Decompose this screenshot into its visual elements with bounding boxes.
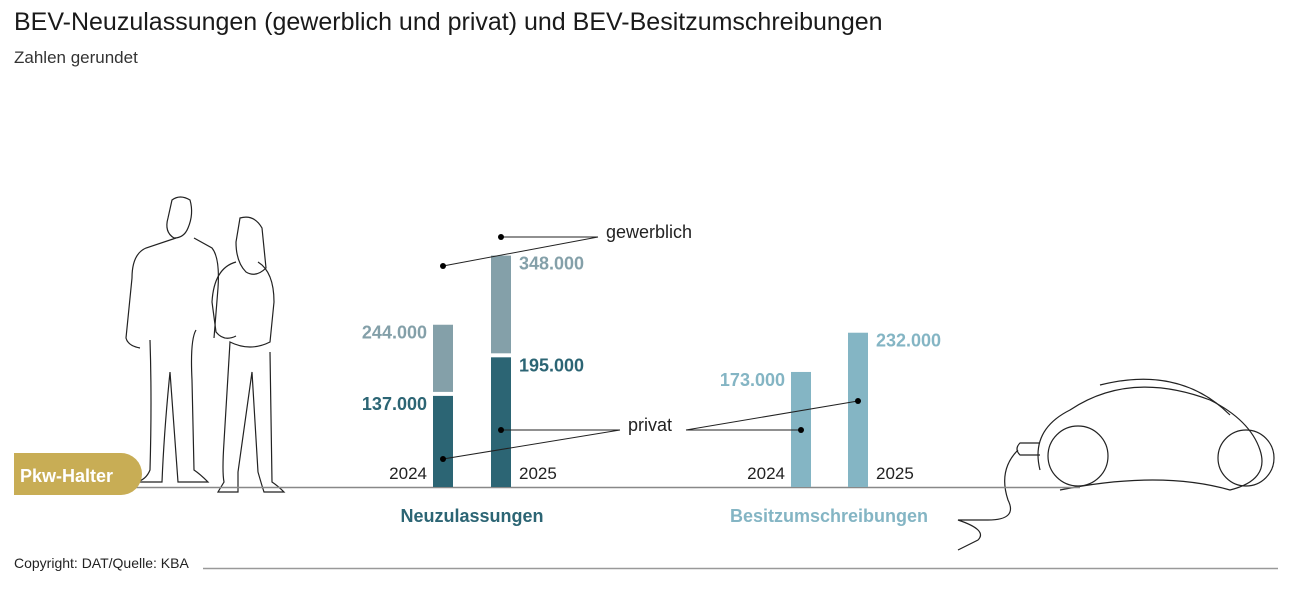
annotation-gewerblich: gewerblich bbox=[606, 222, 692, 242]
bar-privat-2025 bbox=[491, 357, 511, 487]
leader-privat-besitz-2025 bbox=[685, 400, 859, 431]
leader-privat-2024-dot bbox=[440, 456, 446, 462]
label-privat-2024: 137.000 bbox=[362, 394, 427, 414]
leader-privat-besitz-2024-dot bbox=[798, 427, 804, 433]
leader-gewerblich-2024-dot bbox=[440, 263, 446, 269]
leader-gewerblich-2025-dot bbox=[498, 234, 504, 240]
pkw-halter-badge: Pkw-Halter bbox=[14, 453, 142, 495]
leader-privat-2025-dot bbox=[498, 427, 504, 433]
year-label-2025: 2025 bbox=[519, 464, 557, 483]
label-besitz-2025: 232.000 bbox=[876, 331, 941, 351]
bar-privat-2024 bbox=[433, 395, 453, 487]
leader-gewerblich-2024 bbox=[442, 236, 599, 267]
copyright-text: Copyright: DAT/Quelle: KBA bbox=[14, 555, 189, 571]
group-label-besitzumschreibungen: Besitzumschreibungen bbox=[730, 506, 928, 526]
bar-gewerblich-2024 bbox=[433, 324, 453, 392]
label-gewerblich-2025: 348.000 bbox=[519, 254, 584, 274]
annotation-privat: privat bbox=[628, 415, 672, 435]
bar-gewerblich-2025 bbox=[491, 255, 511, 354]
year-label-besitz-2024: 2024 bbox=[747, 464, 785, 483]
label-gewerblich-2024: 244.000 bbox=[362, 323, 427, 343]
chart-title: BEV-Neuzulassungen (gewerblich und priva… bbox=[14, 8, 883, 36]
label-besitz-2024: 173.000 bbox=[720, 370, 785, 390]
label-privat-2025: 195.000 bbox=[519, 355, 584, 375]
year-label-2024: 2024 bbox=[389, 464, 427, 483]
group-label-neuzulassungen: Neuzulassungen bbox=[400, 506, 543, 526]
year-label-besitz-2025: 2025 bbox=[876, 464, 914, 483]
chart-subtitle: Zahlen gerundet bbox=[14, 48, 138, 67]
leader-privat-besitz-2025-dot bbox=[855, 398, 861, 404]
electric-car-illustration-icon bbox=[957, 378, 1275, 551]
bar-besitz-2025 bbox=[848, 332, 868, 487]
leader-privat-2024 bbox=[442, 429, 621, 460]
people-illustration-icon bbox=[125, 196, 286, 493]
